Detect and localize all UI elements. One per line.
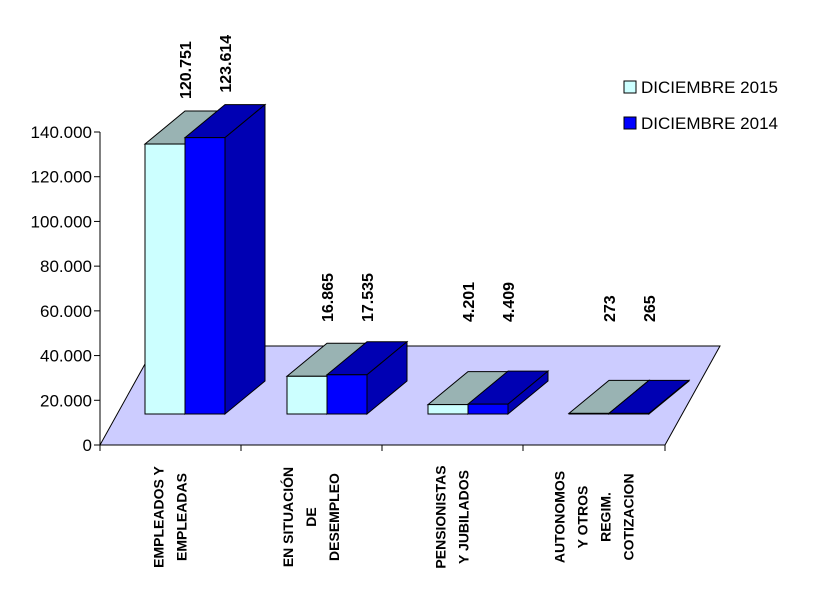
bar-dic2015-2-front: [427, 404, 469, 415]
category-label: DESEMPLEO: [326, 473, 342, 561]
bars-layer: [143, 103, 691, 416]
bar-dic2014-3-front: [608, 412, 650, 415]
bar-dic2015-0-front: [144, 143, 186, 415]
data-label: 265: [642, 295, 659, 322]
data-label: 120.751: [178, 41, 195, 99]
y-tick-label: 0: [83, 436, 92, 455]
category-label: PENSIONISTAS: [433, 465, 449, 568]
bar-dic2014-1: [325, 340, 409, 416]
y-tick-label: 40.000: [40, 347, 92, 366]
bar-dic2014-0-side: [224, 103, 266, 416]
data-label: 4.201: [461, 282, 478, 322]
bar-dic2014-0: [183, 103, 267, 416]
y-axis: 0 20.000 40.000 60.000 80.000 100.000 120.000 1…: [31, 123, 666, 455]
category-label: EMPLEADAS: [174, 473, 190, 561]
y-tick-label: 120.000: [31, 168, 92, 187]
data-label: 273: [602, 295, 619, 322]
y-tick-label: 60.000: [40, 302, 92, 321]
bar-dic2014-2: [466, 370, 550, 416]
bar-dic2015-3-front: [568, 412, 610, 415]
legend-swatch: [623, 116, 637, 130]
y-tick-label: 80.000: [40, 257, 92, 276]
category-label: DE: [303, 507, 319, 526]
bar-dic2015-1-front: [286, 375, 328, 415]
bar-dic2014-3: [607, 379, 691, 416]
category-label: COTIZACION: [621, 473, 637, 560]
data-label: 123.614: [218, 35, 235, 93]
category-label: EMPLEADOS Y: [151, 466, 167, 568]
legend: DICIEMBRE 2015 DICIEMBRE 2014: [623, 78, 778, 133]
category-labels-layer: EMPLEADOS Y EMPLEADAS EN SITUACIÓN DE DESEMP…: [151, 465, 637, 568]
data-label: 4.409: [501, 282, 518, 322]
data-labels-layer: 120.751 16.865 4.201 273 123.614 17.535 4.409 2…: [178, 35, 659, 322]
legend-label: DICIEMBRE 2015: [641, 78, 778, 97]
y-tick-label: 140.000: [31, 123, 92, 142]
y-tick-label: 20.000: [40, 391, 92, 410]
bar-dic2014-1-front: [326, 374, 368, 415]
category-label: REGIM.: [598, 492, 614, 542]
y-tick-label: 100.000: [31, 212, 92, 231]
category-label: Y OTROS: [575, 486, 591, 549]
bar-dic2014-0-front: [184, 137, 226, 415]
legend-swatch: [623, 80, 637, 94]
data-label: 17.535: [360, 273, 377, 322]
category-label: AUTONOMOS: [552, 471, 568, 563]
data-label: 16.865: [320, 273, 337, 322]
bar-dic2014-2-front: [467, 403, 509, 415]
category-label: Y JUBILADOS: [456, 470, 472, 564]
category-label: EN SITUACIÓN: [279, 467, 296, 567]
legend-label: DICIEMBRE 2014: [641, 114, 778, 133]
